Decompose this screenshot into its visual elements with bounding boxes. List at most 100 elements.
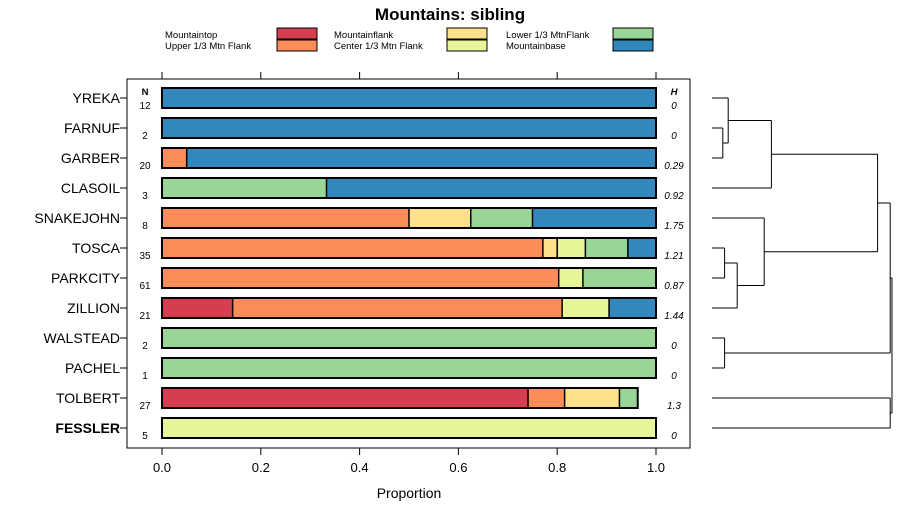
row-labels: YREKA FARNUF GARBER CLASOIL SNAKEJOHN TOSCA PA…	[34, 90, 120, 436]
row-label: PARKCITY	[51, 270, 121, 286]
h-value: 0	[671, 131, 677, 142]
x-tick-label: 1.0	[647, 460, 665, 475]
bar-segment	[619, 388, 638, 408]
bar-segment	[528, 388, 565, 408]
bar-outline	[161, 237, 657, 259]
bar-segment	[162, 358, 656, 378]
h-value: 1.3	[667, 401, 681, 412]
bar-segment	[409, 208, 471, 228]
row-label: TOSCA	[72, 240, 121, 256]
n-value: 5	[142, 431, 148, 442]
bar-outline	[161, 87, 657, 109]
h-column-header: H	[671, 87, 679, 98]
h-value: 0	[671, 101, 677, 112]
legend-swatch	[276, 39, 318, 52]
bar-segment	[162, 268, 559, 288]
bar-segment	[162, 118, 656, 138]
n-value: 3	[142, 191, 148, 202]
bar-segment	[326, 178, 656, 198]
n-value: 1	[142, 371, 148, 382]
bar-segment	[627, 238, 656, 258]
legend-swatch	[446, 39, 488, 52]
n-column-header: N	[142, 87, 149, 98]
bar-outline	[161, 387, 639, 409]
legend-swatch	[612, 27, 654, 40]
n-value: 61	[139, 281, 151, 292]
h-value: 0.29	[664, 161, 684, 172]
bar-segment	[162, 328, 656, 348]
x-tick-label: 0.6	[449, 460, 467, 475]
bar-outline	[161, 207, 657, 229]
bar-outline	[161, 417, 657, 439]
h-value: 0	[671, 371, 677, 382]
row-label: FARNUF	[64, 120, 120, 136]
legend-swatch	[276, 27, 318, 40]
legend-label: Upper 1/3 Mtn Flank	[165, 41, 251, 52]
bar-segment	[162, 148, 187, 168]
h-labels: 0 0 0.29 0.92 1.75 1.21 0.87 1.44 0 0 1.3 0	[664, 101, 684, 442]
legend-label: Center 1/3 Mtn Flank	[334, 41, 423, 52]
row-label: FESSLER	[55, 420, 120, 436]
n-value: 2	[142, 341, 148, 352]
bar-segment	[609, 298, 656, 318]
row-label: YREKA	[73, 90, 121, 106]
bar-segment	[162, 178, 327, 198]
n-value: 27	[139, 401, 151, 412]
bar-segment	[532, 208, 656, 228]
row-label: SNAKEJOHN	[34, 210, 120, 226]
bar-segment	[162, 88, 656, 108]
row-label: PACHEL	[65, 360, 120, 376]
bar-outline	[161, 147, 657, 169]
bar-segment	[162, 208, 409, 228]
bar-segment	[162, 388, 529, 408]
x-tick-label: 0.0	[153, 460, 171, 475]
n-value: 35	[139, 251, 151, 262]
x-axis-label: Proportion	[377, 485, 442, 501]
legend-label: Mountainflank	[334, 30, 393, 41]
legend-label: Lower 1/3 MtnFlank	[506, 30, 590, 41]
bar-segment	[542, 238, 558, 258]
bar-outline	[161, 117, 657, 139]
bar-segment	[585, 238, 628, 258]
bar-segment	[162, 298, 233, 318]
legend-label: Mountainbase	[506, 41, 566, 52]
legend-swatch	[612, 39, 654, 52]
row-label: TOLBERT	[56, 390, 121, 406]
h-value: 0	[671, 341, 677, 352]
h-value: 0.92	[664, 191, 684, 202]
bar-segment	[232, 298, 563, 318]
row-label: CLASOIL	[61, 180, 120, 196]
h-value: 1.75	[664, 221, 684, 232]
n-value: 2	[142, 131, 148, 142]
chart-title: Mountains: sibling	[375, 5, 525, 24]
dendrogram	[712, 97, 893, 429]
row-label: WALSTEAD	[44, 330, 121, 346]
legend-label: Mountaintop	[165, 30, 217, 41]
bar-segment	[558, 268, 583, 288]
h-value: 1.44	[664, 311, 684, 322]
x-tick-label: 0.4	[351, 460, 369, 475]
bar-segment	[562, 298, 610, 318]
x-tick-label: 0.2	[252, 460, 270, 475]
bar-segment	[162, 418, 656, 438]
h-value: 1.21	[664, 251, 683, 262]
h-value: 0	[671, 431, 677, 442]
h-value: 0.87	[664, 281, 684, 292]
n-value: 20	[139, 161, 151, 172]
bar-outline	[161, 177, 657, 199]
bar-outline	[161, 357, 657, 379]
bar-segment	[582, 268, 656, 288]
x-tick-label: 0.8	[548, 460, 566, 475]
n-value: 8	[142, 221, 148, 232]
bar-outline	[161, 297, 657, 319]
plot-frame	[126, 78, 691, 449]
row-label: GARBER	[61, 150, 120, 166]
bar-outline	[161, 267, 657, 289]
bar-outline	[161, 327, 657, 349]
axes: 0.0 0.2 0.4 0.6 0.8 1.0	[120, 72, 665, 475]
bar-segment	[557, 238, 586, 258]
bar-segment	[470, 208, 533, 228]
